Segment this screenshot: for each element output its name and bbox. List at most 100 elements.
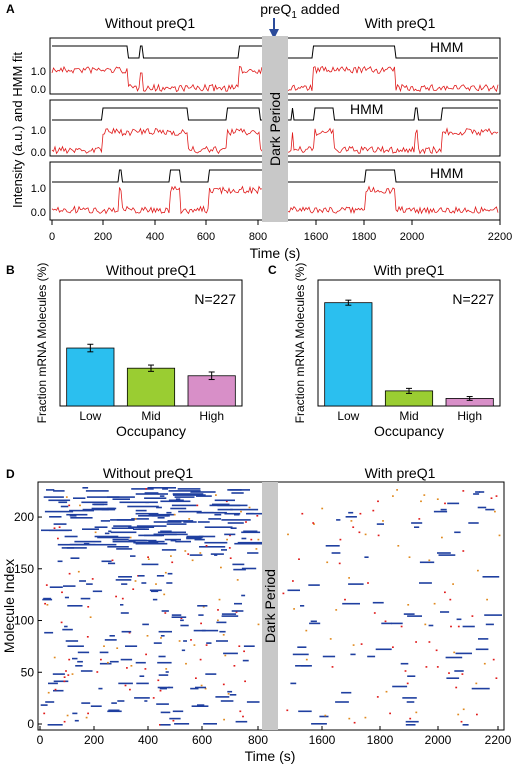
occupancy-segment [189, 554, 203, 556]
occupancy-segment [309, 622, 321, 625]
occupancy-segment [156, 703, 169, 705]
occupancy-segment [216, 640, 228, 642]
event-dot [364, 533, 367, 536]
event-dot [53, 527, 56, 529]
event-dot [134, 518, 137, 520]
occupancy-segment [66, 547, 87, 549]
occupancy-segment [172, 493, 204, 495]
occupancy-segment [81, 702, 91, 704]
a-xtick-label: 2000 [400, 231, 424, 243]
occupancy-segment [406, 701, 415, 703]
event-dot [452, 583, 454, 585]
event-dot [236, 579, 239, 581]
event-dot [67, 674, 70, 676]
occupancy-segment [300, 665, 310, 667]
event-dot [373, 612, 376, 614]
event-dot [86, 636, 89, 638]
occupancy-segment [53, 680, 69, 683]
panel-d: D Without preQ1 With preQ1 Dark Period 0… [1, 465, 512, 764]
event-dot [71, 673, 74, 675]
dark-period-band-d [262, 482, 278, 730]
event-dot [457, 625, 460, 628]
occupancy-segment [145, 501, 158, 504]
occupancy-segment [77, 651, 90, 654]
occupancy-segment [217, 508, 233, 511]
occupancy-segment [454, 670, 464, 672]
occupancy-segment [141, 563, 159, 566]
occupancy-segment [141, 582, 147, 584]
occupancy-segment [471, 687, 490, 690]
occupancy-segment [125, 645, 138, 647]
occupancy-segment [479, 491, 485, 493]
occupancy-segment [80, 597, 91, 600]
event-dot [400, 625, 403, 628]
event-dot [353, 721, 356, 724]
event-dot [94, 531, 97, 534]
occupancy-segment [157, 517, 165, 519]
event-dot [130, 665, 133, 667]
occupancy-segment [462, 625, 475, 628]
category-label: Low [337, 409, 359, 423]
occupancy-segment [47, 724, 63, 726]
occupancy-segment [40, 704, 48, 706]
event-dot [184, 550, 187, 552]
occupancy-segment [165, 671, 169, 673]
event-dot [453, 651, 456, 654]
event-dot [227, 693, 230, 695]
occupancy-segment [175, 498, 181, 500]
occupancy-segment [159, 495, 165, 497]
occupancy-segment [158, 655, 166, 658]
event-dot [171, 561, 174, 564]
event-dot [344, 598, 346, 601]
occupancy-segment [147, 487, 176, 489]
hmm-fit-line [52, 169, 262, 183]
occupancy-segment [99, 662, 112, 665]
intensity-trace [51, 185, 263, 215]
occupancy-segment [90, 705, 102, 707]
occupancy-segment [208, 518, 222, 520]
occupancy-segment [475, 648, 489, 651]
occupancy-segment [477, 506, 487, 509]
occupancy-segment [74, 540, 102, 543]
event-dot [46, 604, 49, 606]
occupancy-segment [157, 531, 186, 534]
category-label: Low [79, 409, 101, 423]
occupancy-segment [341, 691, 352, 694]
event-dot [223, 718, 225, 721]
panel-a-right-title: With preQ1 [365, 15, 436, 31]
occupancy-segment [227, 489, 242, 491]
occupancy-segment [241, 567, 257, 570]
event-dot [57, 537, 59, 540]
occupancy-segment [440, 611, 450, 613]
event-dot [44, 602, 46, 605]
event-dot [63, 676, 66, 678]
occupancy-segment [231, 492, 244, 494]
occupancy-segment [206, 642, 212, 644]
occupancy-segment [107, 710, 122, 713]
occupancy-segment [473, 493, 480, 495]
d-yticks: 0 50 100 150 200 [14, 510, 42, 731]
occupancy-segment [118, 576, 132, 578]
occupancy-segment [119, 501, 149, 504]
occupancy-segment [63, 585, 76, 587]
occupancy-segment [198, 535, 216, 538]
occupancy-segment [186, 535, 204, 538]
a-xtick-label: 1600 [304, 231, 328, 243]
dark-period-label-a: Dark Period [267, 92, 283, 166]
hmm-label-2: HMM [350, 101, 383, 117]
event-dot [205, 545, 208, 547]
occupancy-segment [107, 507, 117, 510]
occupancy-segment [162, 488, 168, 490]
occupancy-segment [52, 673, 65, 675]
hmm-label-1: HMM [430, 39, 463, 55]
event-dot [126, 667, 128, 669]
event-dot [77, 570, 80, 573]
occupancy-segment [475, 491, 481, 493]
event-dot [408, 556, 411, 558]
occupancy-segment [111, 702, 117, 704]
event-dot [360, 643, 363, 645]
occupancy-segment [171, 614, 182, 616]
event-dot [217, 609, 219, 611]
occupancy-segment [181, 649, 186, 652]
bar-mid [126, 367, 176, 407]
